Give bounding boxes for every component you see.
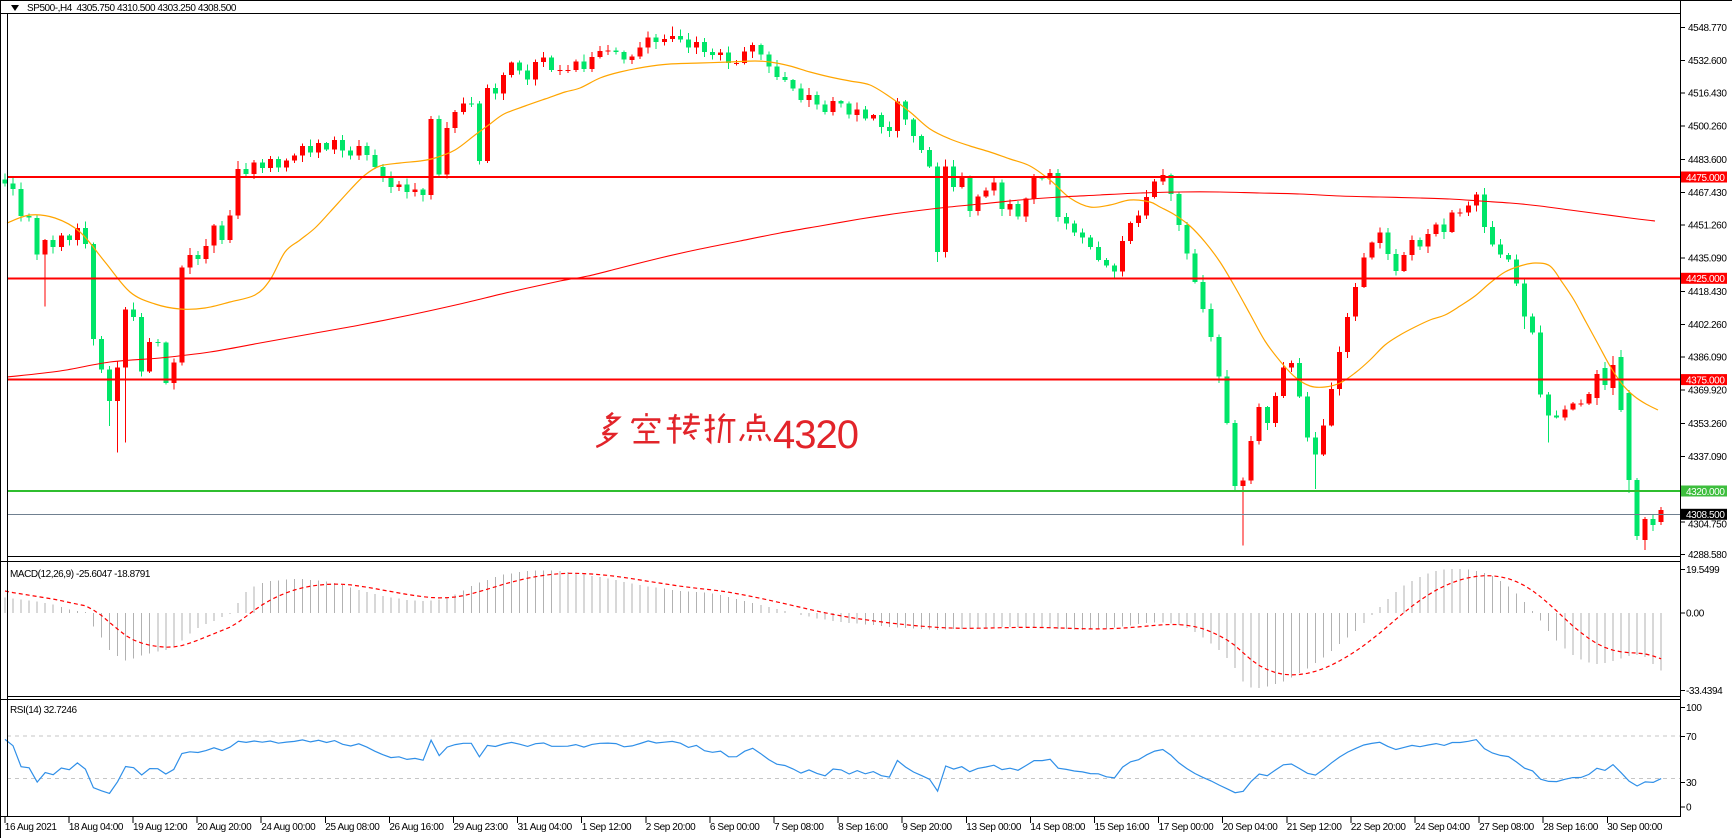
svg-text:4288.580: 4288.580 — [1688, 550, 1727, 561]
svg-text:15 Sep 16:00: 15 Sep 16:00 — [1095, 822, 1151, 833]
svg-text:4467.430: 4467.430 — [1688, 188, 1727, 199]
svg-text:4451.260: 4451.260 — [1688, 221, 1727, 232]
svg-text:22 Sep 20:00: 22 Sep 20:00 — [1351, 822, 1407, 833]
svg-text:4500.260: 4500.260 — [1688, 121, 1727, 132]
svg-text:4532.600: 4532.600 — [1688, 56, 1727, 67]
svg-text:4516.430: 4516.430 — [1688, 89, 1727, 100]
svg-text:14 Sep 08:00: 14 Sep 08:00 — [1030, 822, 1086, 833]
svg-text:4548.770: 4548.770 — [1688, 23, 1727, 34]
svg-text:9 Sep 20:00: 9 Sep 20:00 — [902, 822, 952, 833]
svg-text:26 Aug 16:00: 26 Aug 16:00 — [389, 822, 444, 833]
svg-text:4418.430: 4418.430 — [1688, 287, 1727, 298]
svg-text:4375.000: 4375.000 — [1686, 375, 1725, 386]
svg-text:24 Aug 00:00: 24 Aug 00:00 — [261, 822, 316, 833]
svg-text:16 Aug 2021: 16 Aug 2021 — [5, 822, 58, 833]
svg-text:28 Sep 16:00: 28 Sep 16:00 — [1543, 822, 1599, 833]
svg-text:70: 70 — [1686, 732, 1697, 743]
svg-text:4386.090: 4386.090 — [1688, 353, 1727, 364]
svg-text:20 Aug 20:00: 20 Aug 20:00 — [197, 822, 252, 833]
svg-text:-33.4394: -33.4394 — [1686, 686, 1723, 697]
svg-text:100: 100 — [1686, 703, 1702, 714]
svg-text:4483.600: 4483.600 — [1688, 155, 1727, 166]
svg-text:30: 30 — [1686, 778, 1697, 789]
svg-text:30 Sep 00:00: 30 Sep 00:00 — [1607, 822, 1663, 833]
svg-text:4320.000: 4320.000 — [1686, 487, 1725, 498]
svg-text:19 Aug 12:00: 19 Aug 12:00 — [133, 822, 188, 833]
svg-text:29 Aug 23:00: 29 Aug 23:00 — [454, 822, 509, 833]
svg-text:4402.260: 4402.260 — [1688, 320, 1727, 331]
svg-text:31 Aug 04:00: 31 Aug 04:00 — [518, 822, 573, 833]
svg-text:4475.000: 4475.000 — [1686, 173, 1725, 184]
svg-text:7 Sep 08:00: 7 Sep 08:00 — [774, 822, 824, 833]
svg-text:17 Sep 00:00: 17 Sep 00:00 — [1159, 822, 1215, 833]
svg-text:1 Sep 12:00: 1 Sep 12:00 — [582, 822, 632, 833]
svg-text:4369.920: 4369.920 — [1688, 385, 1727, 396]
svg-text:SP500-,H4 4305.750 4310.500 4: SP500-,H4 4305.750 4310.500 4303.250 430… — [27, 3, 237, 14]
svg-text:4304.750: 4304.750 — [1688, 519, 1727, 530]
svg-text:21 Sep 12:00: 21 Sep 12:00 — [1287, 822, 1343, 833]
svg-text:18 Aug 04:00: 18 Aug 04:00 — [69, 822, 124, 833]
svg-text:4337.090: 4337.090 — [1688, 452, 1727, 463]
svg-text:4308.500: 4308.500 — [1686, 510, 1725, 521]
svg-text:24 Sep 04:00: 24 Sep 04:00 — [1415, 822, 1471, 833]
svg-text:27 Sep 08:00: 27 Sep 08:00 — [1479, 822, 1535, 833]
svg-text:4320: 4320 — [773, 413, 858, 457]
svg-text:13 Sep 00:00: 13 Sep 00:00 — [966, 822, 1022, 833]
svg-text:0: 0 — [1686, 802, 1692, 813]
svg-text:25 Aug 08:00: 25 Aug 08:00 — [325, 822, 380, 833]
svg-text:4353.260: 4353.260 — [1688, 419, 1727, 430]
svg-text:20 Sep 04:00: 20 Sep 04:00 — [1223, 822, 1279, 833]
svg-text:8 Sep 16:00: 8 Sep 16:00 — [838, 822, 888, 833]
svg-text:RSI(14) 32.7246: RSI(14) 32.7246 — [10, 705, 78, 716]
svg-text:6 Sep 00:00: 6 Sep 00:00 — [710, 822, 760, 833]
svg-text:4435.090: 4435.090 — [1688, 253, 1727, 264]
svg-text:2 Sep 20:00: 2 Sep 20:00 — [646, 822, 696, 833]
svg-text:4425.000: 4425.000 — [1686, 274, 1725, 285]
svg-text:MACD(12,26,9) -25.6047 -18.879: MACD(12,26,9) -25.6047 -18.8791 — [10, 569, 151, 580]
svg-text:0.00: 0.00 — [1686, 608, 1705, 619]
svg-text:19.5499: 19.5499 — [1686, 565, 1720, 576]
